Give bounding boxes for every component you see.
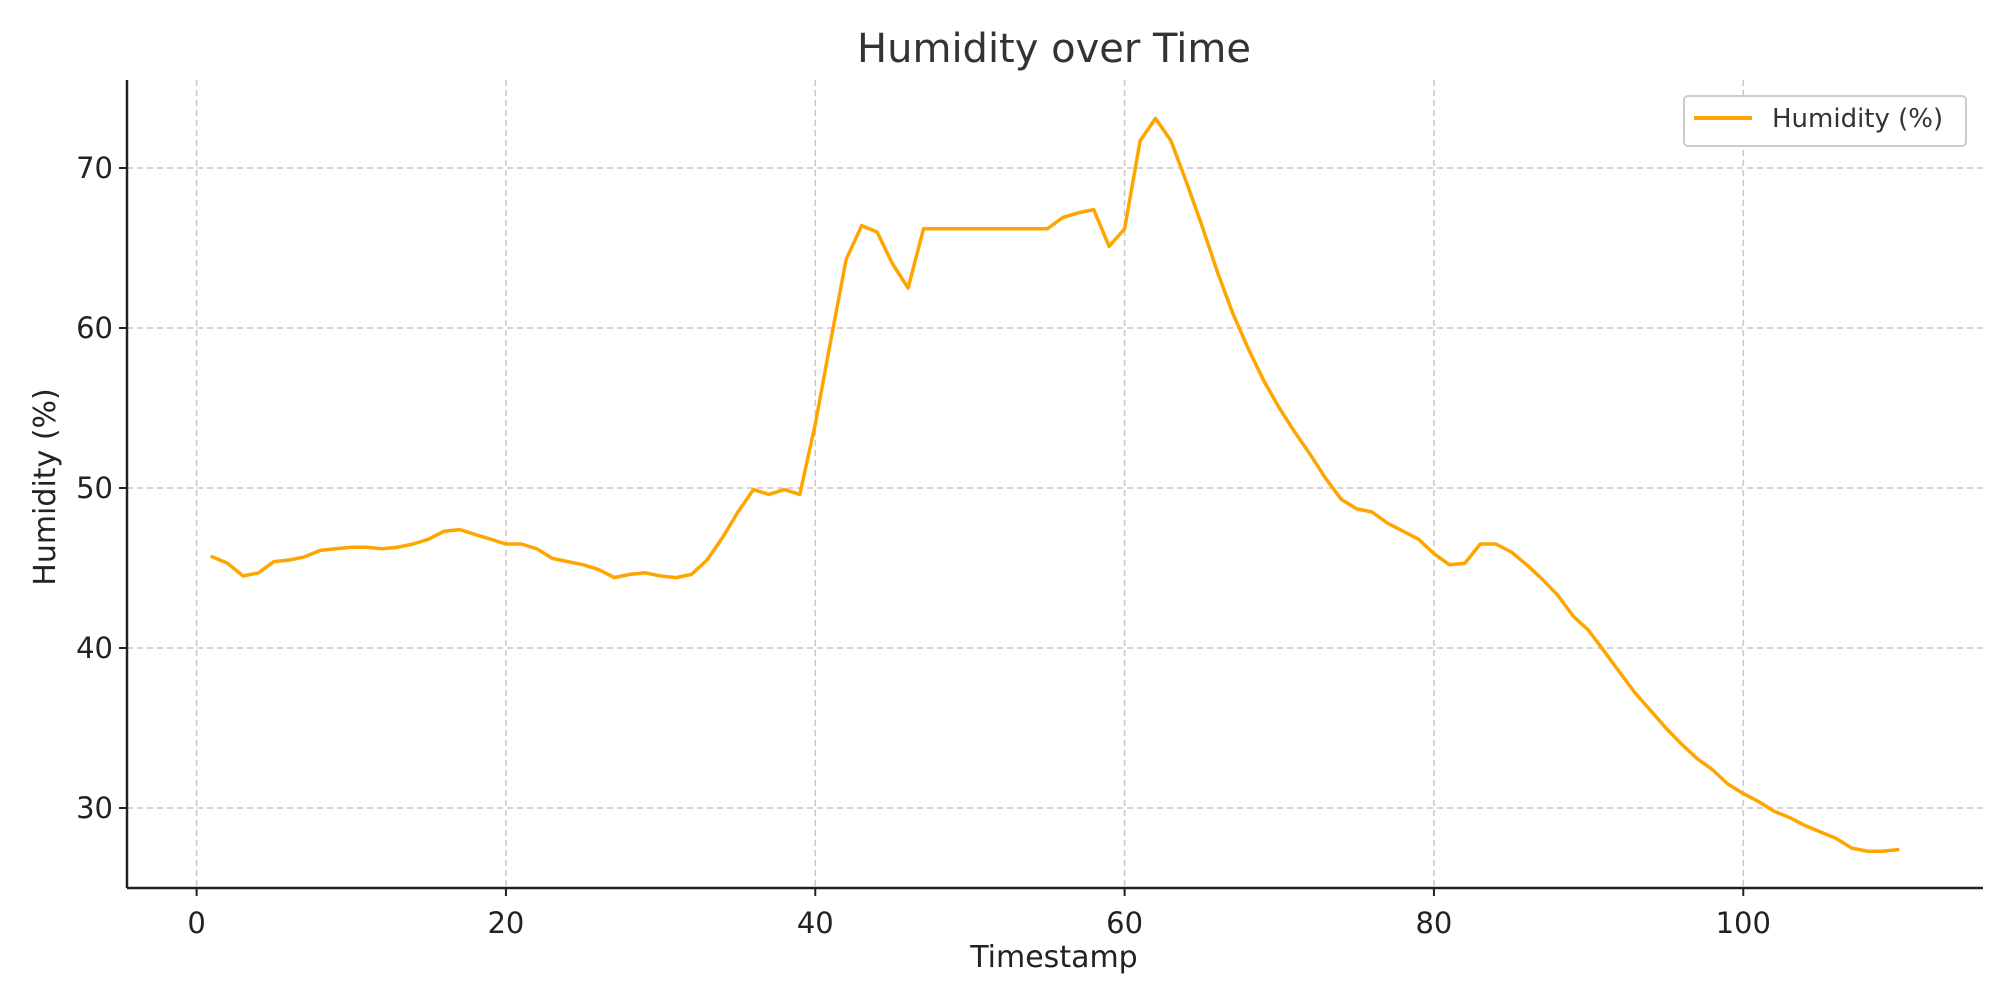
grid-lines <box>127 80 1983 888</box>
x-axis-label: Timestamp <box>969 940 1137 975</box>
y-tick-label: 50 <box>76 471 113 505</box>
y-tick-label: 60 <box>76 311 113 345</box>
chart-title: Humidity over Time <box>857 26 1251 72</box>
x-tick-label: 100 <box>1716 906 1771 940</box>
humidity-series-line <box>210 116 1900 853</box>
x-tick-label: 40 <box>797 906 834 940</box>
y-tick-label: 30 <box>76 791 113 825</box>
x-tick-label: 0 <box>187 906 205 940</box>
x-tick-label: 80 <box>1415 906 1452 940</box>
legend: Humidity (%) <box>1683 95 1967 147</box>
tick-labels: 0 20 40 60 80 100 30 40 50 60 70 <box>76 151 1771 940</box>
y-tick-label: 40 <box>76 631 113 665</box>
y-axis-label: Humidity (%) <box>28 388 63 585</box>
x-tick-label: 20 <box>487 906 524 940</box>
axes <box>119 80 1983 896</box>
x-tick-label: 60 <box>1106 906 1143 940</box>
y-tick-label: 70 <box>76 151 113 185</box>
legend-label: Humidity (%) <box>1772 104 1943 134</box>
legend-box <box>1683 95 1967 147</box>
series-layer <box>210 116 1900 853</box>
